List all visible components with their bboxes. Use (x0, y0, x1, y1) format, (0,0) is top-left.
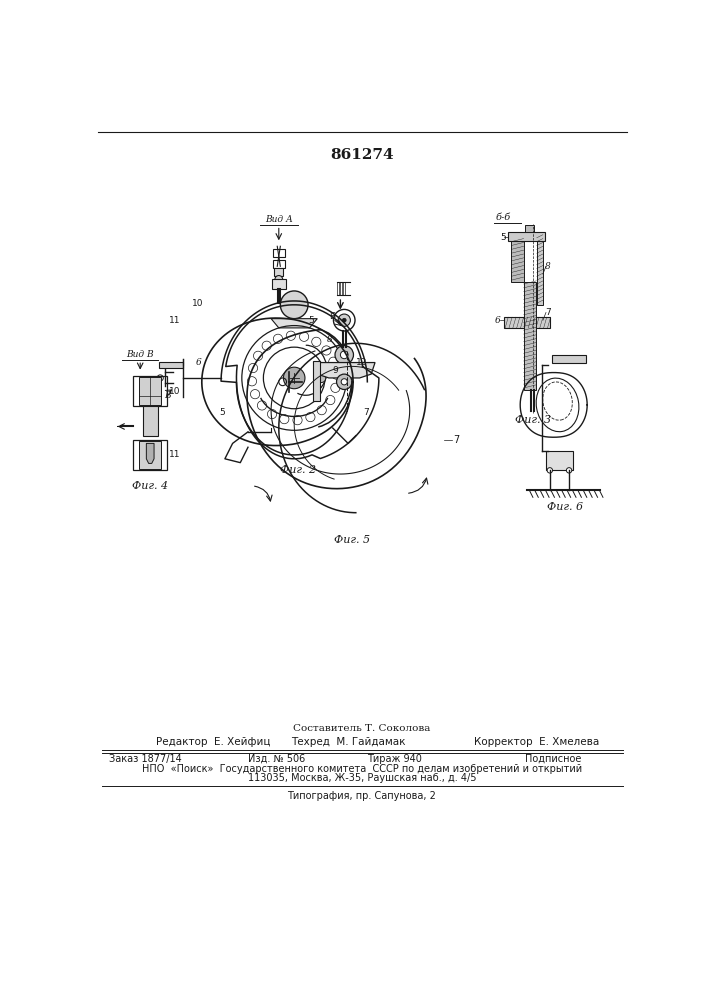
Circle shape (335, 346, 354, 364)
Text: 12: 12 (356, 358, 367, 367)
Text: Заказ 1877/14: Заказ 1877/14 (110, 754, 182, 764)
Polygon shape (313, 361, 320, 401)
Circle shape (337, 374, 352, 390)
Text: Фиг. 2: Фиг. 2 (280, 465, 316, 475)
Circle shape (341, 379, 347, 385)
Circle shape (281, 291, 308, 319)
Text: Корректор  Е. Хмелева: Корректор Е. Хмелева (474, 737, 600, 747)
Bar (274, 268, 284, 276)
Text: Тираж 940: Тираж 940 (368, 754, 422, 764)
Polygon shape (271, 319, 317, 328)
Text: Фиг. 5: Фиг. 5 (334, 535, 370, 545)
Bar (525, 225, 534, 232)
Text: Техред  М. Гайдамак: Техред М. Гайдамак (291, 737, 405, 747)
Bar (133, 376, 167, 406)
Bar (139, 441, 161, 469)
Text: 8: 8 (327, 335, 332, 344)
Text: Фиг. 3: Фиг. 3 (515, 415, 551, 425)
Text: Редактор  Е. Хейфиц: Редактор Е. Хейфиц (156, 737, 270, 747)
Text: 861274: 861274 (330, 148, 394, 162)
Bar (508, 232, 545, 241)
Bar (133, 440, 167, 470)
Circle shape (317, 373, 326, 383)
Text: Типография, пр. Сапунова, 2: Типография, пр. Сапунова, 2 (288, 791, 436, 801)
Circle shape (566, 468, 572, 473)
Bar (273, 260, 285, 268)
Bar (537, 235, 543, 305)
Text: 7: 7 (363, 408, 369, 417)
Text: б-б: б-б (496, 213, 511, 222)
Bar (546, 451, 573, 470)
Text: Вид А: Вид А (265, 215, 293, 224)
Text: Вид В: Вид В (127, 350, 154, 359)
Text: 7: 7 (545, 308, 551, 317)
Text: Фиг. 4: Фиг. 4 (132, 481, 168, 491)
Circle shape (338, 314, 351, 326)
Text: 5: 5 (308, 316, 314, 325)
Text: 9: 9 (333, 366, 339, 375)
Text: 6: 6 (196, 358, 201, 367)
Circle shape (284, 367, 305, 389)
Text: 113035, Москва, Ж-35, Раушская наб., д. 4/5: 113035, Москва, Ж-35, Раушская наб., д. … (247, 773, 477, 783)
Polygon shape (313, 363, 375, 378)
Circle shape (340, 351, 348, 359)
Polygon shape (146, 443, 154, 463)
Bar (143, 406, 158, 436)
Text: 10: 10 (169, 387, 180, 396)
Circle shape (342, 318, 346, 322)
Bar (511, 239, 524, 282)
Text: 11: 11 (169, 316, 180, 325)
Text: 5: 5 (219, 408, 225, 417)
Text: Фиг. 6: Фиг. 6 (547, 502, 583, 512)
Circle shape (547, 468, 553, 473)
Text: 6: 6 (495, 316, 501, 325)
Text: 10: 10 (192, 299, 204, 308)
Text: 8: 8 (545, 262, 551, 271)
Bar (273, 249, 285, 257)
Bar (139, 377, 161, 405)
Bar (503, 317, 550, 328)
Text: 7: 7 (452, 435, 459, 445)
Bar (160, 362, 182, 368)
Text: Составитель Т. Соколова: Составитель Т. Соколова (293, 724, 431, 733)
Text: Б: Б (329, 312, 335, 321)
Circle shape (275, 276, 283, 283)
Text: Изд. № 506: Изд. № 506 (248, 754, 305, 764)
Bar (552, 355, 586, 363)
Bar (272, 279, 286, 289)
Text: 11: 11 (169, 450, 180, 459)
Bar (524, 282, 536, 389)
Text: Подписное: Подписное (525, 754, 582, 764)
Text: В: В (164, 391, 170, 400)
Text: 5: 5 (500, 233, 506, 242)
Text: НПО  «Поиск»  Государственного комитета  СССР по делам изобретений и открытий: НПО «Поиск» Государственного комитета СС… (142, 764, 582, 774)
